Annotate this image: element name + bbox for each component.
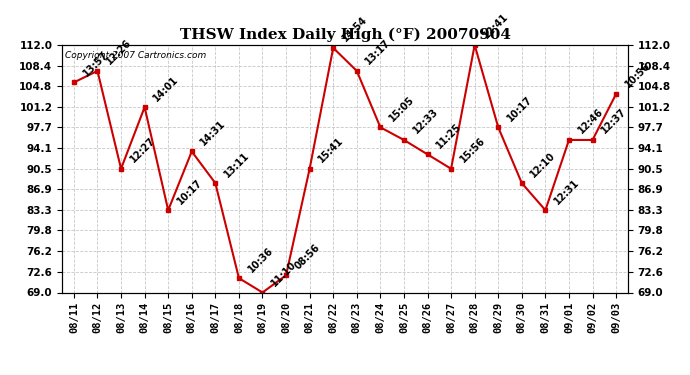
Text: 10:17: 10:17 (505, 94, 534, 123)
Text: 08:56: 08:56 (293, 242, 322, 271)
Text: 12:26: 12:26 (104, 38, 133, 67)
Text: 14:31: 14:31 (199, 118, 228, 147)
Text: 10:56: 10:56 (623, 61, 652, 90)
Text: 15:41: 15:41 (317, 136, 346, 165)
Text: 14:01: 14:01 (152, 74, 181, 103)
Text: 13:57: 13:57 (81, 49, 110, 78)
Text: 14:54: 14:54 (340, 15, 369, 44)
Text: 12:46: 12:46 (576, 107, 605, 136)
Text: 12:41: 12:41 (482, 12, 511, 41)
Text: 11:25: 11:25 (435, 121, 464, 150)
Text: 13:17: 13:17 (364, 38, 393, 67)
Text: Copyright 2007 Cartronics.com: Copyright 2007 Cartronics.com (65, 51, 206, 60)
Title: THSW Index Daily High (°F) 20070904: THSW Index Daily High (°F) 20070904 (179, 28, 511, 42)
Text: 15:56: 15:56 (458, 136, 487, 165)
Text: 10:17: 10:17 (175, 177, 204, 206)
Text: 10:36: 10:36 (246, 245, 275, 274)
Text: 12:33: 12:33 (411, 107, 440, 136)
Text: 12:37: 12:37 (600, 107, 629, 136)
Text: 12:31: 12:31 (552, 177, 581, 206)
Text: 15:05: 15:05 (387, 94, 416, 123)
Text: 12:27: 12:27 (128, 136, 157, 165)
Text: 12:10: 12:10 (529, 150, 558, 179)
Text: 11:10: 11:10 (269, 260, 298, 288)
Text: 13:11: 13:11 (222, 150, 251, 179)
